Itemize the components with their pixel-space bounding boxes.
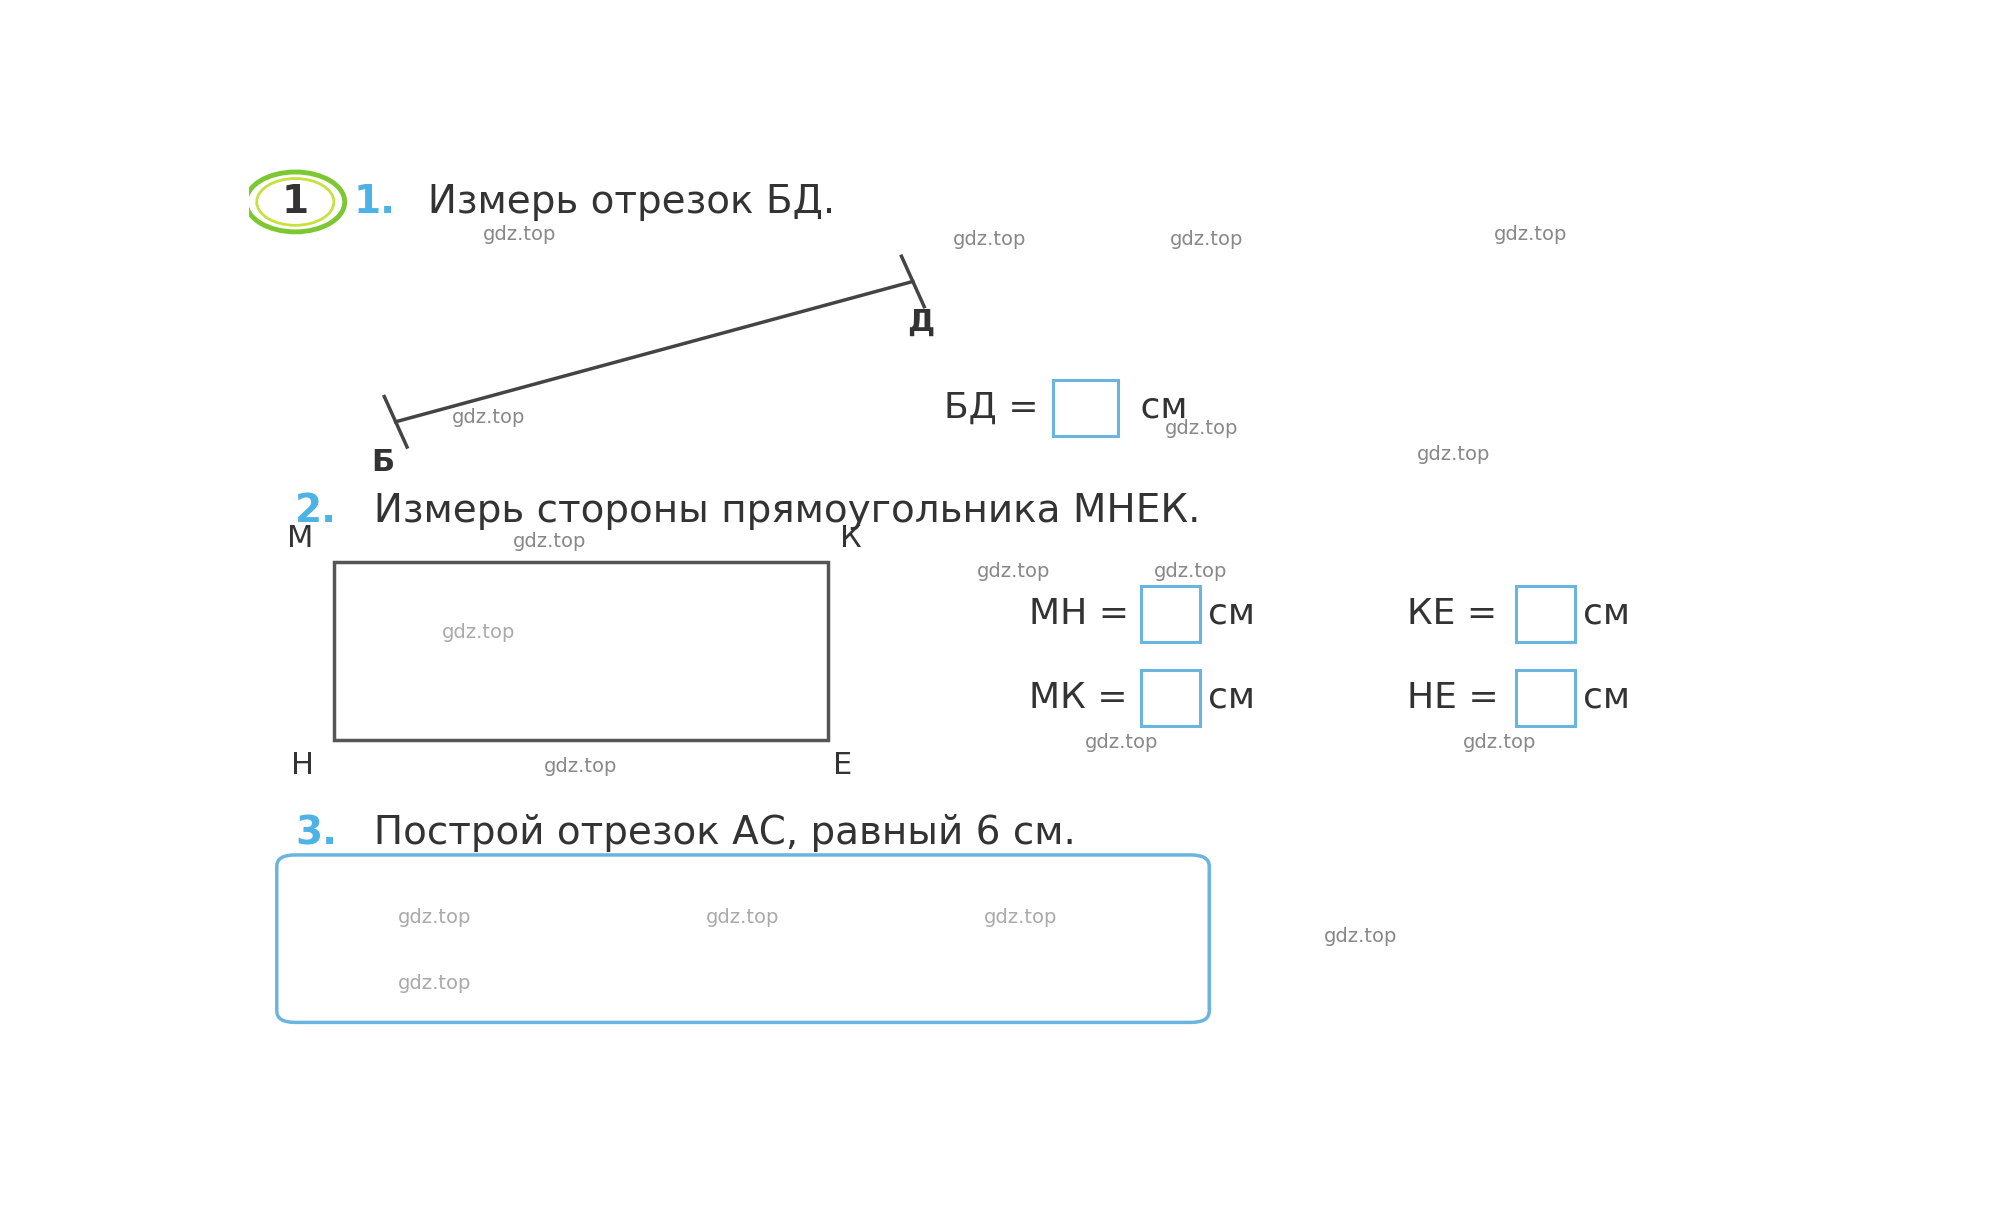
Text: gdz.top: gdz.top bbox=[442, 623, 516, 642]
Text: gdz.top: gdz.top bbox=[1416, 445, 1490, 464]
FancyBboxPatch shape bbox=[277, 855, 1209, 1022]
Text: gdz.top: gdz.top bbox=[1169, 230, 1243, 249]
Text: Е: Е bbox=[833, 751, 853, 780]
Text: gdz.top: gdz.top bbox=[1084, 733, 1157, 752]
Text: КЕ =: КЕ = bbox=[1406, 597, 1508, 631]
Text: gdz.top: gdz.top bbox=[1153, 563, 1227, 581]
Text: см: см bbox=[1584, 680, 1629, 714]
Text: gdz.top: gdz.top bbox=[707, 908, 779, 927]
Text: МН =: МН = bbox=[1028, 597, 1139, 631]
Text: 1: 1 bbox=[281, 183, 309, 221]
Text: см: см bbox=[1207, 597, 1255, 631]
FancyBboxPatch shape bbox=[1141, 586, 1199, 642]
Text: gdz.top: gdz.top bbox=[544, 757, 618, 775]
Text: gdz.top: gdz.top bbox=[1325, 927, 1396, 945]
Text: 2.: 2. bbox=[295, 492, 337, 530]
Text: НЕ =: НЕ = bbox=[1406, 680, 1510, 714]
FancyBboxPatch shape bbox=[1054, 379, 1118, 436]
Bar bbox=[335, 563, 829, 740]
Text: gdz.top: gdz.top bbox=[1494, 225, 1568, 244]
Text: см: см bbox=[1129, 391, 1187, 425]
Text: Б: Б bbox=[373, 448, 394, 477]
Text: gdz.top: gdz.top bbox=[954, 230, 1026, 249]
FancyBboxPatch shape bbox=[1516, 586, 1576, 642]
Text: gdz.top: gdz.top bbox=[514, 532, 588, 552]
Text: М: М bbox=[287, 524, 315, 553]
Text: gdz.top: gdz.top bbox=[452, 407, 526, 426]
Text: см: см bbox=[1207, 680, 1255, 714]
Text: Построй отрезок АС, равный 6 см.: Построй отрезок АС, равный 6 см. bbox=[349, 814, 1076, 853]
Text: gdz.top: gdz.top bbox=[482, 225, 556, 244]
FancyBboxPatch shape bbox=[1516, 669, 1576, 725]
Text: gdz.top: gdz.top bbox=[1462, 733, 1536, 752]
Text: Измерь отрезок БД.: Измерь отрезок БД. bbox=[402, 183, 835, 221]
Text: gdz.top: gdz.top bbox=[976, 563, 1050, 581]
Text: Н: Н bbox=[291, 751, 315, 780]
Text: 3.: 3. bbox=[295, 814, 337, 853]
Text: gdz.top: gdz.top bbox=[984, 908, 1058, 927]
Text: gdz.top: gdz.top bbox=[398, 908, 470, 927]
Text: gdz.top: gdz.top bbox=[398, 973, 470, 993]
Text: см: см bbox=[1584, 597, 1629, 631]
Text: gdz.top: gdz.top bbox=[1165, 419, 1239, 437]
Text: БД =: БД = bbox=[944, 391, 1050, 425]
Text: К: К bbox=[841, 524, 863, 553]
Text: МК =: МК = bbox=[1028, 680, 1139, 714]
Text: Измерь стороны прямоугольника МНЕК.: Измерь стороны прямоугольника МНЕК. bbox=[349, 492, 1201, 530]
Text: Д: Д bbox=[906, 307, 934, 337]
Text: 1.: 1. bbox=[355, 183, 396, 221]
FancyBboxPatch shape bbox=[1141, 669, 1199, 725]
